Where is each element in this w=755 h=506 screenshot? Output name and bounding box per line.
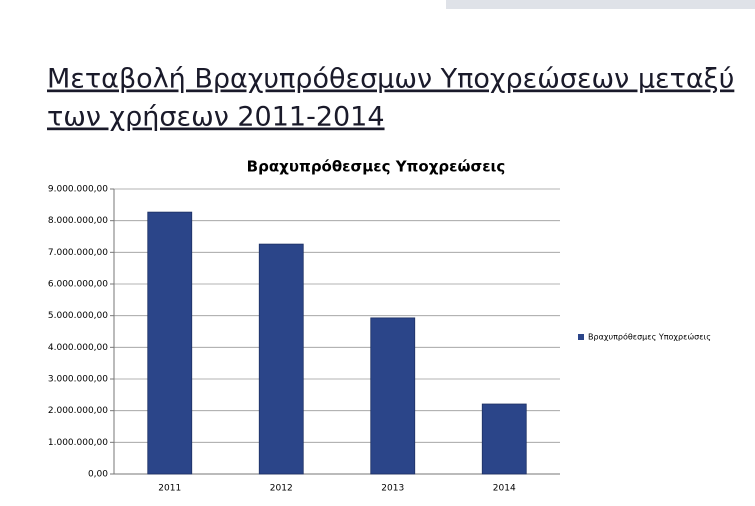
legend-label: Βραχυπρόθεσμες Υποχρεώσεις bbox=[588, 332, 711, 342]
y-tick-label: 0,00 bbox=[88, 470, 108, 480]
bar bbox=[258, 243, 304, 475]
y-tick-label: 3.000.000,00 bbox=[48, 375, 108, 385]
x-tick-label: 2012 bbox=[270, 484, 293, 494]
y-tick-label: 7.000.000,00 bbox=[48, 248, 108, 258]
heading-line: Μεταβολή Βραχυπρόθεσμων Υποχρεώσεων μετα… bbox=[47, 64, 734, 95]
y-tick-label: 4.000.000,00 bbox=[48, 343, 108, 353]
y-tick-label: 2.000.000,00 bbox=[48, 406, 108, 416]
y-tick-label: 5.000.000,00 bbox=[48, 311, 108, 321]
heading-line: των χρήσεων 2011-2014 bbox=[47, 102, 385, 133]
bar bbox=[147, 211, 193, 475]
y-tick-label: 6.000.000,00 bbox=[48, 280, 108, 290]
y-tick-label: 1.000.000,00 bbox=[48, 438, 108, 448]
bar bbox=[481, 403, 527, 475]
x-tick-label: 2011 bbox=[158, 484, 181, 494]
y-tick-label: 8.000.000,00 bbox=[48, 216, 108, 226]
bar bbox=[370, 317, 416, 475]
scan-edge bbox=[446, 0, 755, 9]
x-tick-label: 2014 bbox=[493, 484, 516, 494]
y-tick-label: 9.000.000,00 bbox=[48, 185, 108, 195]
x-tick-label: 2013 bbox=[381, 484, 404, 494]
legend-swatch bbox=[578, 334, 584, 340]
chart-title: Βραχυπρόθεσμες Υποχρεώσεις bbox=[247, 158, 506, 176]
